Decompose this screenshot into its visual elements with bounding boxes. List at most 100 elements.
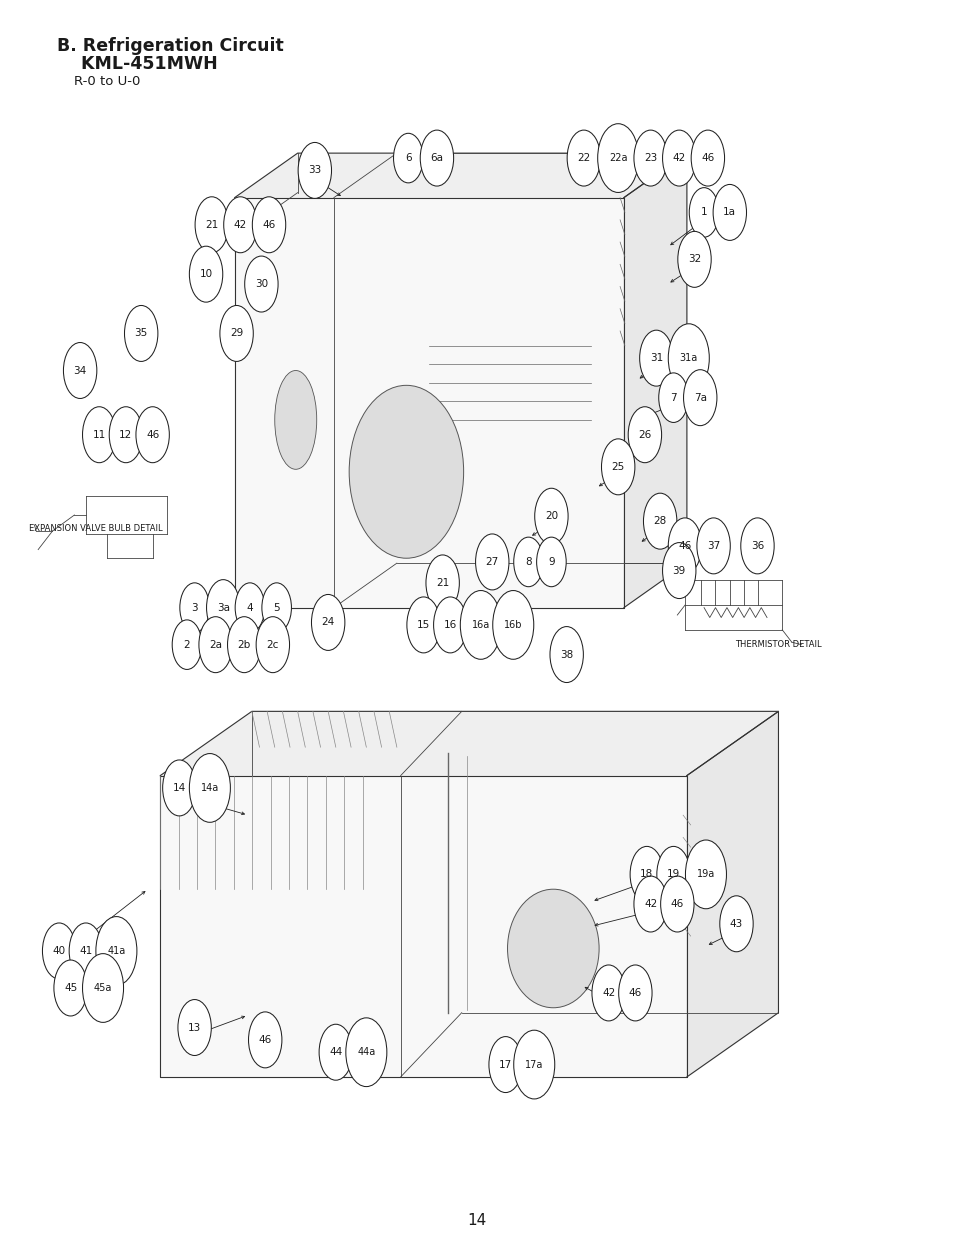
Polygon shape bbox=[234, 198, 623, 608]
Ellipse shape bbox=[639, 330, 672, 387]
Text: 12: 12 bbox=[119, 430, 132, 440]
Ellipse shape bbox=[690, 130, 724, 186]
Text: 1a: 1a bbox=[722, 207, 736, 217]
Text: 43: 43 bbox=[729, 919, 742, 929]
Text: 11: 11 bbox=[92, 430, 106, 440]
Text: 23: 23 bbox=[643, 153, 657, 163]
Ellipse shape bbox=[234, 583, 264, 632]
Ellipse shape bbox=[566, 130, 600, 186]
Text: THERMISTOR DETAIL: THERMISTOR DETAIL bbox=[734, 640, 821, 650]
Ellipse shape bbox=[349, 385, 463, 558]
Text: 10: 10 bbox=[199, 269, 213, 279]
Text: 21: 21 bbox=[436, 578, 449, 588]
Ellipse shape bbox=[54, 960, 88, 1016]
Ellipse shape bbox=[64, 342, 97, 399]
Ellipse shape bbox=[245, 256, 278, 312]
Ellipse shape bbox=[43, 923, 76, 979]
Ellipse shape bbox=[162, 760, 196, 816]
Ellipse shape bbox=[124, 305, 157, 362]
Text: 20: 20 bbox=[544, 511, 558, 521]
Text: 15: 15 bbox=[416, 620, 430, 630]
Text: 22: 22 bbox=[577, 153, 590, 163]
Text: 29: 29 bbox=[230, 329, 243, 338]
Text: 2: 2 bbox=[184, 640, 190, 650]
Text: R-0 to U-0: R-0 to U-0 bbox=[57, 75, 140, 88]
Text: 41: 41 bbox=[79, 946, 92, 956]
Ellipse shape bbox=[179, 583, 209, 632]
Text: 35: 35 bbox=[134, 329, 148, 338]
Text: 27: 27 bbox=[485, 557, 498, 567]
Text: 31: 31 bbox=[649, 353, 662, 363]
Ellipse shape bbox=[600, 438, 635, 495]
Text: 3: 3 bbox=[192, 603, 197, 613]
Text: 42: 42 bbox=[233, 220, 247, 230]
Text: 19: 19 bbox=[666, 869, 679, 879]
Polygon shape bbox=[160, 711, 778, 776]
Ellipse shape bbox=[513, 537, 543, 587]
Text: 22a: 22a bbox=[608, 153, 627, 163]
Ellipse shape bbox=[206, 579, 240, 636]
Ellipse shape bbox=[274, 370, 316, 469]
Text: 44: 44 bbox=[329, 1047, 342, 1057]
Ellipse shape bbox=[507, 889, 598, 1008]
Ellipse shape bbox=[297, 142, 332, 199]
Ellipse shape bbox=[688, 188, 719, 237]
Text: 7a: 7a bbox=[693, 393, 706, 403]
Ellipse shape bbox=[667, 324, 708, 393]
Text: 42: 42 bbox=[601, 988, 615, 998]
Text: 13: 13 bbox=[188, 1023, 201, 1032]
Ellipse shape bbox=[261, 583, 291, 632]
Polygon shape bbox=[234, 153, 686, 198]
Ellipse shape bbox=[419, 130, 454, 186]
Text: 2b: 2b bbox=[237, 640, 251, 650]
Text: 3a: 3a bbox=[216, 603, 230, 613]
Text: 45: 45 bbox=[64, 983, 77, 993]
Ellipse shape bbox=[135, 406, 170, 463]
Ellipse shape bbox=[95, 916, 137, 986]
Text: 46: 46 bbox=[678, 541, 691, 551]
Ellipse shape bbox=[677, 231, 711, 288]
Ellipse shape bbox=[591, 965, 625, 1021]
Text: 28: 28 bbox=[653, 516, 666, 526]
Ellipse shape bbox=[682, 369, 717, 426]
Ellipse shape bbox=[712, 184, 746, 241]
Ellipse shape bbox=[393, 133, 422, 183]
Text: 14: 14 bbox=[467, 1213, 486, 1228]
Text: 38: 38 bbox=[559, 650, 573, 659]
Ellipse shape bbox=[223, 196, 257, 253]
Text: 46: 46 bbox=[258, 1035, 272, 1045]
Text: 39: 39 bbox=[672, 566, 685, 576]
Ellipse shape bbox=[492, 590, 534, 659]
Text: 6a: 6a bbox=[430, 153, 443, 163]
Text: 19a: 19a bbox=[696, 869, 715, 879]
Text: 26: 26 bbox=[638, 430, 651, 440]
Text: 36: 36 bbox=[750, 541, 763, 551]
Ellipse shape bbox=[82, 406, 116, 463]
Ellipse shape bbox=[198, 616, 233, 673]
Polygon shape bbox=[623, 153, 686, 608]
Text: 9: 9 bbox=[548, 557, 554, 567]
Ellipse shape bbox=[629, 846, 663, 903]
Ellipse shape bbox=[248, 1011, 282, 1068]
Ellipse shape bbox=[633, 130, 667, 186]
Ellipse shape bbox=[194, 196, 229, 253]
Text: 46: 46 bbox=[146, 430, 159, 440]
Text: 21: 21 bbox=[205, 220, 218, 230]
Ellipse shape bbox=[345, 1018, 387, 1087]
Text: 46: 46 bbox=[262, 220, 275, 230]
Text: KML-451MWH: KML-451MWH bbox=[57, 56, 218, 73]
Ellipse shape bbox=[228, 616, 261, 673]
Text: 34: 34 bbox=[73, 366, 87, 375]
Ellipse shape bbox=[661, 130, 696, 186]
Ellipse shape bbox=[656, 846, 689, 903]
Ellipse shape bbox=[661, 542, 696, 599]
Text: 46: 46 bbox=[628, 988, 641, 998]
Ellipse shape bbox=[633, 876, 667, 932]
Ellipse shape bbox=[177, 999, 211, 1056]
Text: 17: 17 bbox=[498, 1060, 512, 1070]
Ellipse shape bbox=[597, 124, 638, 193]
Text: EXPANSION VALVE BULB DETAIL: EXPANSION VALVE BULB DETAIL bbox=[29, 524, 162, 534]
Ellipse shape bbox=[83, 953, 124, 1023]
Text: 14a: 14a bbox=[200, 783, 219, 793]
Ellipse shape bbox=[719, 895, 753, 952]
